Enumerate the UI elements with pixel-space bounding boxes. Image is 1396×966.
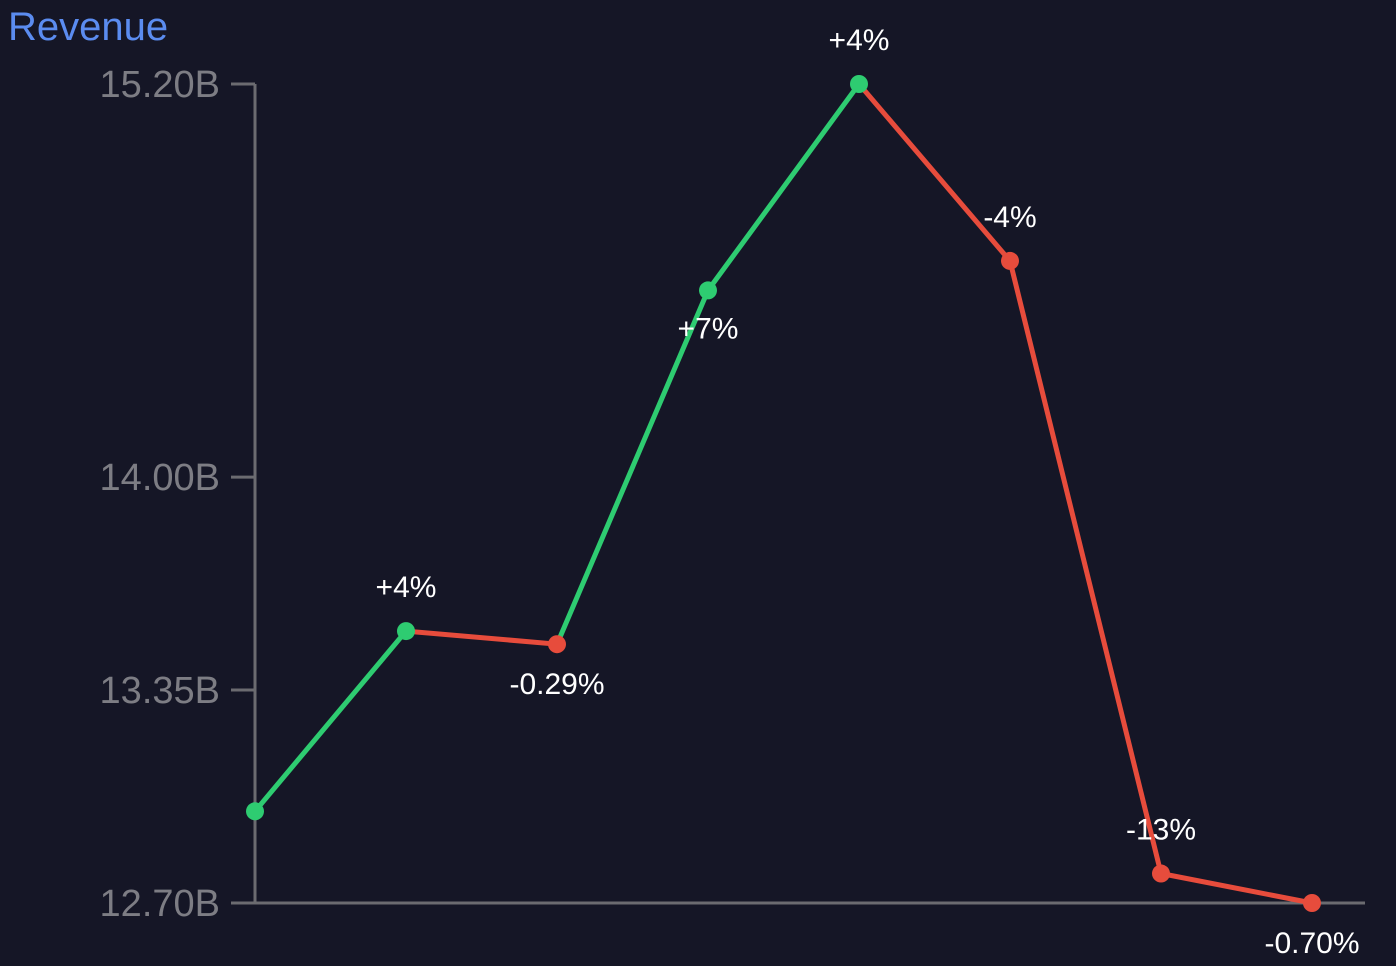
- data-label: -0.70%: [1264, 927, 1359, 960]
- line-segment: [403, 628, 560, 647]
- data-point: [1152, 864, 1170, 883]
- line-segment: [1158, 871, 1315, 906]
- chart-title: Revenue: [8, 5, 169, 49]
- y-tick-label: 14.00B: [100, 457, 220, 499]
- line-segment: [856, 81, 1013, 264]
- y-tick-label: 12.70B: [100, 883, 220, 925]
- data-point: [850, 75, 868, 93]
- line-segment: [554, 287, 711, 647]
- y-tick-label: 15.20B: [100, 64, 220, 106]
- data-point: [397, 622, 415, 641]
- line-segment: [252, 628, 409, 814]
- data-label: -13%: [1126, 814, 1196, 847]
- line-segment: [705, 81, 862, 293]
- data-label: -4%: [983, 201, 1036, 234]
- data-point: [548, 635, 566, 654]
- data-point: [699, 281, 717, 300]
- line-segment: [1007, 258, 1164, 877]
- data-label: +4%: [376, 571, 437, 604]
- y-tick-label: 13.35B: [100, 670, 220, 712]
- data-point: [1303, 894, 1321, 912]
- data-point: [246, 802, 264, 821]
- data-label: +7%: [678, 312, 739, 345]
- data-label: +4%: [829, 24, 890, 57]
- data-point: [1001, 251, 1019, 270]
- data-label: -0.29%: [509, 668, 604, 701]
